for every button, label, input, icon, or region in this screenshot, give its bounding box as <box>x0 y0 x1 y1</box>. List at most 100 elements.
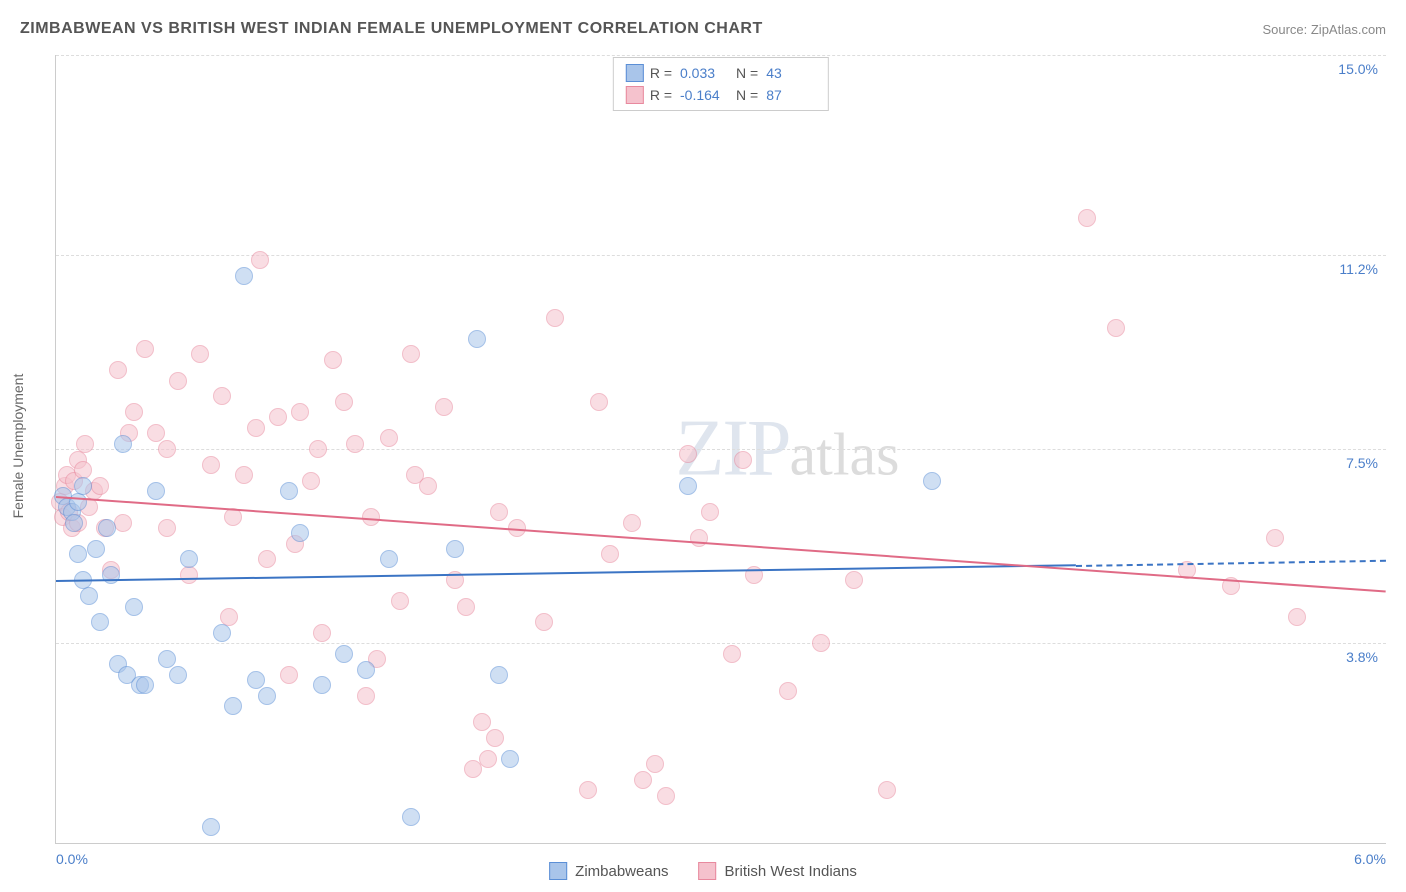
data-point <box>136 340 154 358</box>
data-point <box>125 403 143 421</box>
data-point <box>213 624 231 642</box>
gridline <box>56 55 1386 56</box>
swatch-zimbabweans <box>626 64 644 82</box>
data-point <box>109 361 127 379</box>
data-point <box>679 477 697 495</box>
data-point <box>91 477 109 495</box>
data-point <box>690 529 708 547</box>
data-point <box>80 587 98 605</box>
y-tick-label: 15.0% <box>1338 61 1378 77</box>
data-point <box>845 571 863 589</box>
gridline <box>56 643 1386 644</box>
stats-row-bwi: R = -0.164 N = 87 <box>626 84 816 106</box>
data-point <box>114 435 132 453</box>
data-point <box>546 309 564 327</box>
data-point <box>634 771 652 789</box>
n-value-zimbabweans: 43 <box>766 65 816 81</box>
data-point <box>158 440 176 458</box>
data-point <box>501 750 519 768</box>
data-point <box>258 687 276 705</box>
data-point <box>601 545 619 563</box>
data-point <box>1107 319 1125 337</box>
data-point <box>490 503 508 521</box>
data-point <box>235 466 253 484</box>
data-point <box>679 445 697 463</box>
data-point <box>147 482 165 500</box>
data-point <box>335 393 353 411</box>
swatch-bwi <box>699 862 717 880</box>
data-point <box>335 645 353 663</box>
data-point <box>812 634 830 652</box>
data-point <box>734 451 752 469</box>
data-point <box>102 566 120 584</box>
r-value-bwi: -0.164 <box>680 87 730 103</box>
data-point <box>87 540 105 558</box>
data-point <box>473 713 491 731</box>
stats-legend-box: R = 0.033 N = 43 R = -0.164 N = 87 <box>613 57 829 111</box>
data-point <box>313 624 331 642</box>
data-point <box>269 408 287 426</box>
r-label: R = <box>650 65 672 81</box>
data-point <box>646 755 664 773</box>
data-point <box>158 650 176 668</box>
data-point <box>1288 608 1306 626</box>
data-point <box>169 372 187 390</box>
r-value-zimbabweans: 0.033 <box>680 65 730 81</box>
data-point <box>136 676 154 694</box>
source-label: Source: ZipAtlas.com <box>1262 22 1386 37</box>
data-point <box>235 267 253 285</box>
data-point <box>435 398 453 416</box>
y-axis-label: Female Unemployment <box>10 374 26 519</box>
bottom-legend: Zimbabweans British West Indians <box>549 862 857 880</box>
data-point <box>309 440 327 458</box>
y-tick-label: 11.2% <box>1339 261 1378 277</box>
data-point <box>779 682 797 700</box>
data-point <box>479 750 497 768</box>
watermark-atlas: atlas <box>790 422 900 488</box>
data-point <box>486 729 504 747</box>
data-point <box>76 435 94 453</box>
data-point <box>74 477 92 495</box>
data-point <box>247 419 265 437</box>
data-point <box>468 330 486 348</box>
data-point <box>258 550 276 568</box>
trendline-extrapolated <box>1076 559 1386 566</box>
data-point <box>723 645 741 663</box>
data-point <box>402 808 420 826</box>
data-point <box>202 456 220 474</box>
data-point <box>535 613 553 631</box>
data-point <box>98 519 116 537</box>
swatch-bwi <box>626 86 644 104</box>
data-point <box>1266 529 1284 547</box>
data-point <box>291 524 309 542</box>
data-point <box>446 540 464 558</box>
data-point <box>291 403 309 421</box>
data-point <box>380 550 398 568</box>
data-point <box>590 393 608 411</box>
data-point <box>65 514 83 532</box>
data-point <box>202 818 220 836</box>
data-point <box>251 251 269 269</box>
data-point <box>213 387 231 405</box>
data-point <box>280 482 298 500</box>
data-point <box>419 477 437 495</box>
data-point <box>158 519 176 537</box>
data-point <box>147 424 165 442</box>
data-point <box>357 661 375 679</box>
data-point <box>579 781 597 799</box>
legend-label-zimbabweans: Zimbabweans <box>575 863 668 880</box>
n-label: N = <box>736 87 758 103</box>
stats-row-zimbabweans: R = 0.033 N = 43 <box>626 62 816 84</box>
n-label: N = <box>736 65 758 81</box>
data-point <box>247 671 265 689</box>
legend-item-zimbabweans: Zimbabweans <box>549 862 668 880</box>
x-tick-label: 0.0% <box>56 851 88 867</box>
data-point <box>180 550 198 568</box>
data-point <box>464 760 482 778</box>
data-point <box>380 429 398 447</box>
data-point <box>114 514 132 532</box>
data-point <box>391 592 409 610</box>
data-point <box>623 514 641 532</box>
data-point <box>457 598 475 616</box>
legend-label-bwi: British West Indians <box>725 863 857 880</box>
